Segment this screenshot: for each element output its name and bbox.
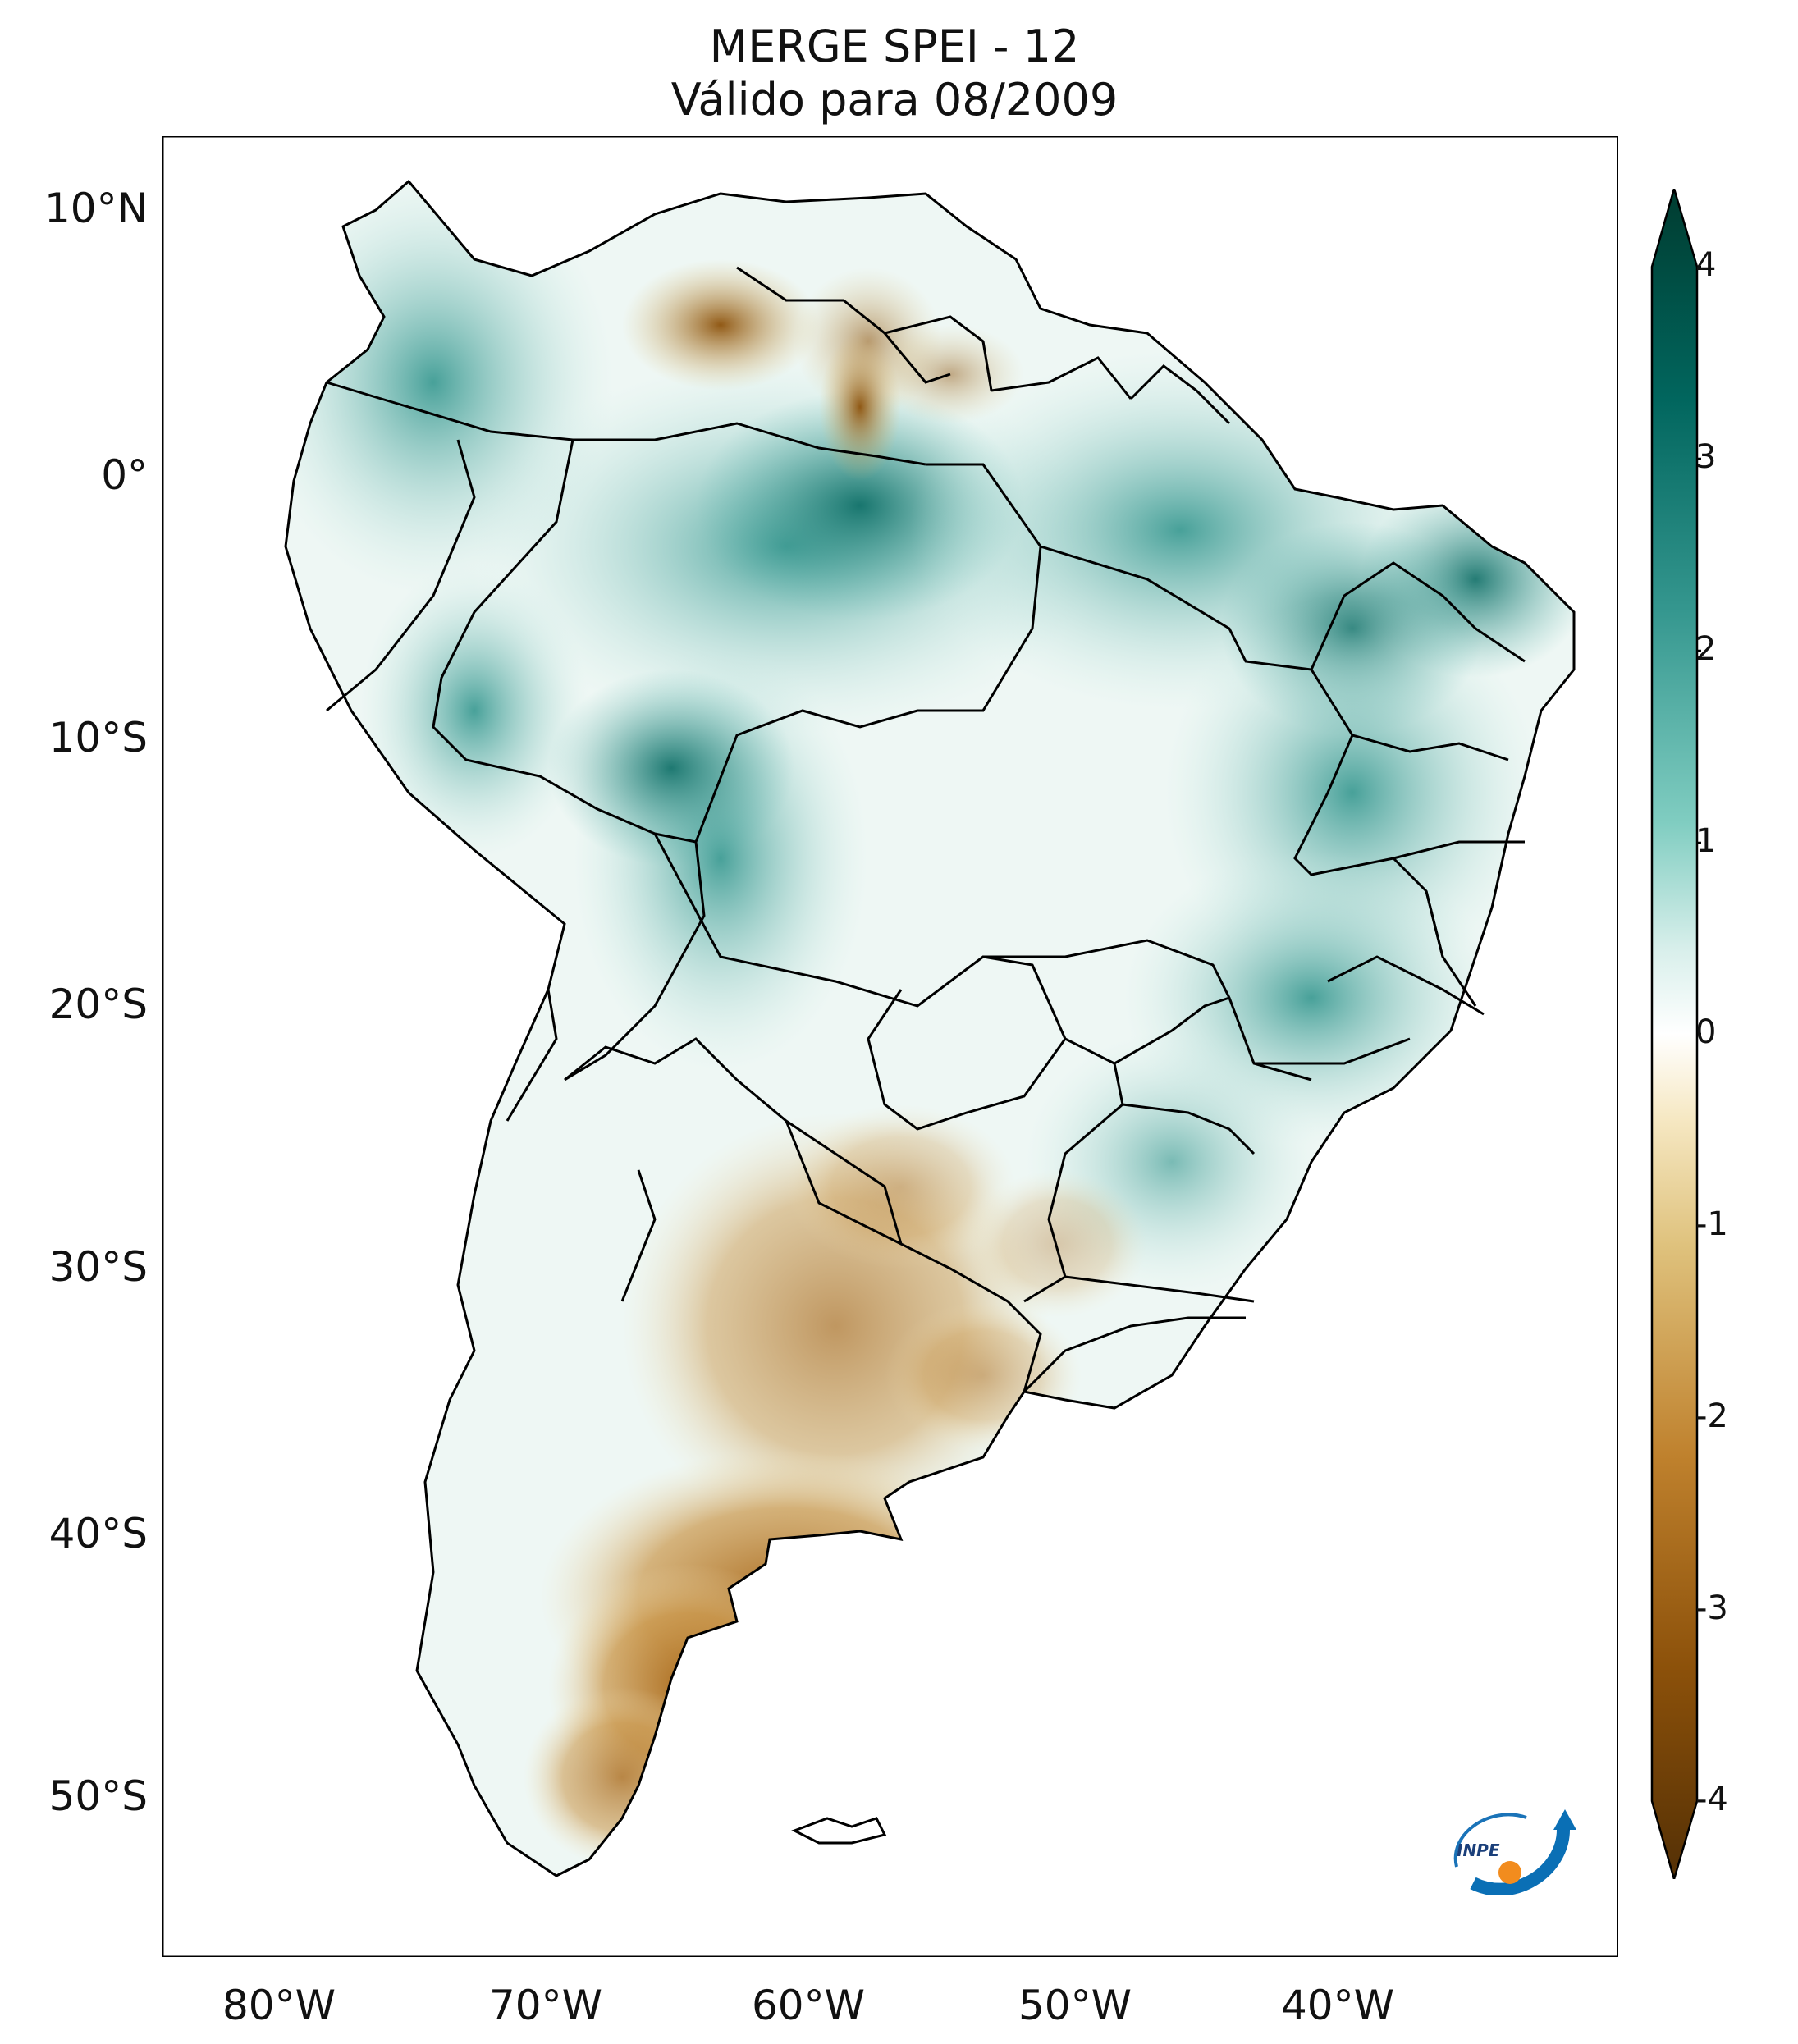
lon-label-40w: 40°W — [1280, 1982, 1395, 2029]
lon-label-70w: 70°W — [488, 1982, 603, 2029]
lat-label-10n: 10°N — [43, 185, 148, 232]
colorbar-tick-minus-2: -2 — [1695, 1397, 1728, 1435]
colorbar-tick-minus-4: -4 — [1695, 1781, 1728, 1818]
colorbar-tick-minus-3: -3 — [1695, 1589, 1728, 1627]
lat-label-10s: 10°S — [48, 714, 148, 761]
colorbar-tick-0: 0 — [1695, 1013, 1717, 1051]
logo-text: INPE — [1457, 1841, 1500, 1860]
colorbar-tick-1: 1 — [1695, 822, 1717, 860]
political-borders — [326, 266, 1526, 1393]
inpe-logo: INPE — [1453, 1809, 1576, 1895]
colorbar-ticks — [1697, 265, 1701, 1803]
colorbar-tick-3: 3 — [1695, 438, 1717, 476]
colorbar-tick-4: 4 — [1695, 246, 1717, 284]
lon-label-50w: 50°W — [1018, 1982, 1132, 2029]
lon-label-80w: 80°W — [222, 1982, 336, 2029]
lat-label-30s: 30°S — [48, 1243, 148, 1291]
map-title: MERGE SPEI - 12 — [709, 21, 1080, 72]
lat-label-50s: 50°S — [48, 1772, 148, 1820]
colorbar-tick-minus-1: -1 — [1695, 1205, 1728, 1243]
lon-label-60w: 60°W — [751, 1982, 866, 2029]
colorbar-tick-2: 2 — [1695, 630, 1717, 668]
lat-label-40s: 40°S — [48, 1510, 148, 1557]
spei-map — [162, 136, 1618, 1957]
falkland-islands — [791, 1817, 887, 1845]
lat-label-20s: 20°S — [48, 981, 148, 1028]
lat-label-0: 0° — [101, 451, 148, 499]
colorbar — [1650, 189, 1701, 1879]
map-subtitle: Válido para 08/2009 — [670, 74, 1119, 126]
